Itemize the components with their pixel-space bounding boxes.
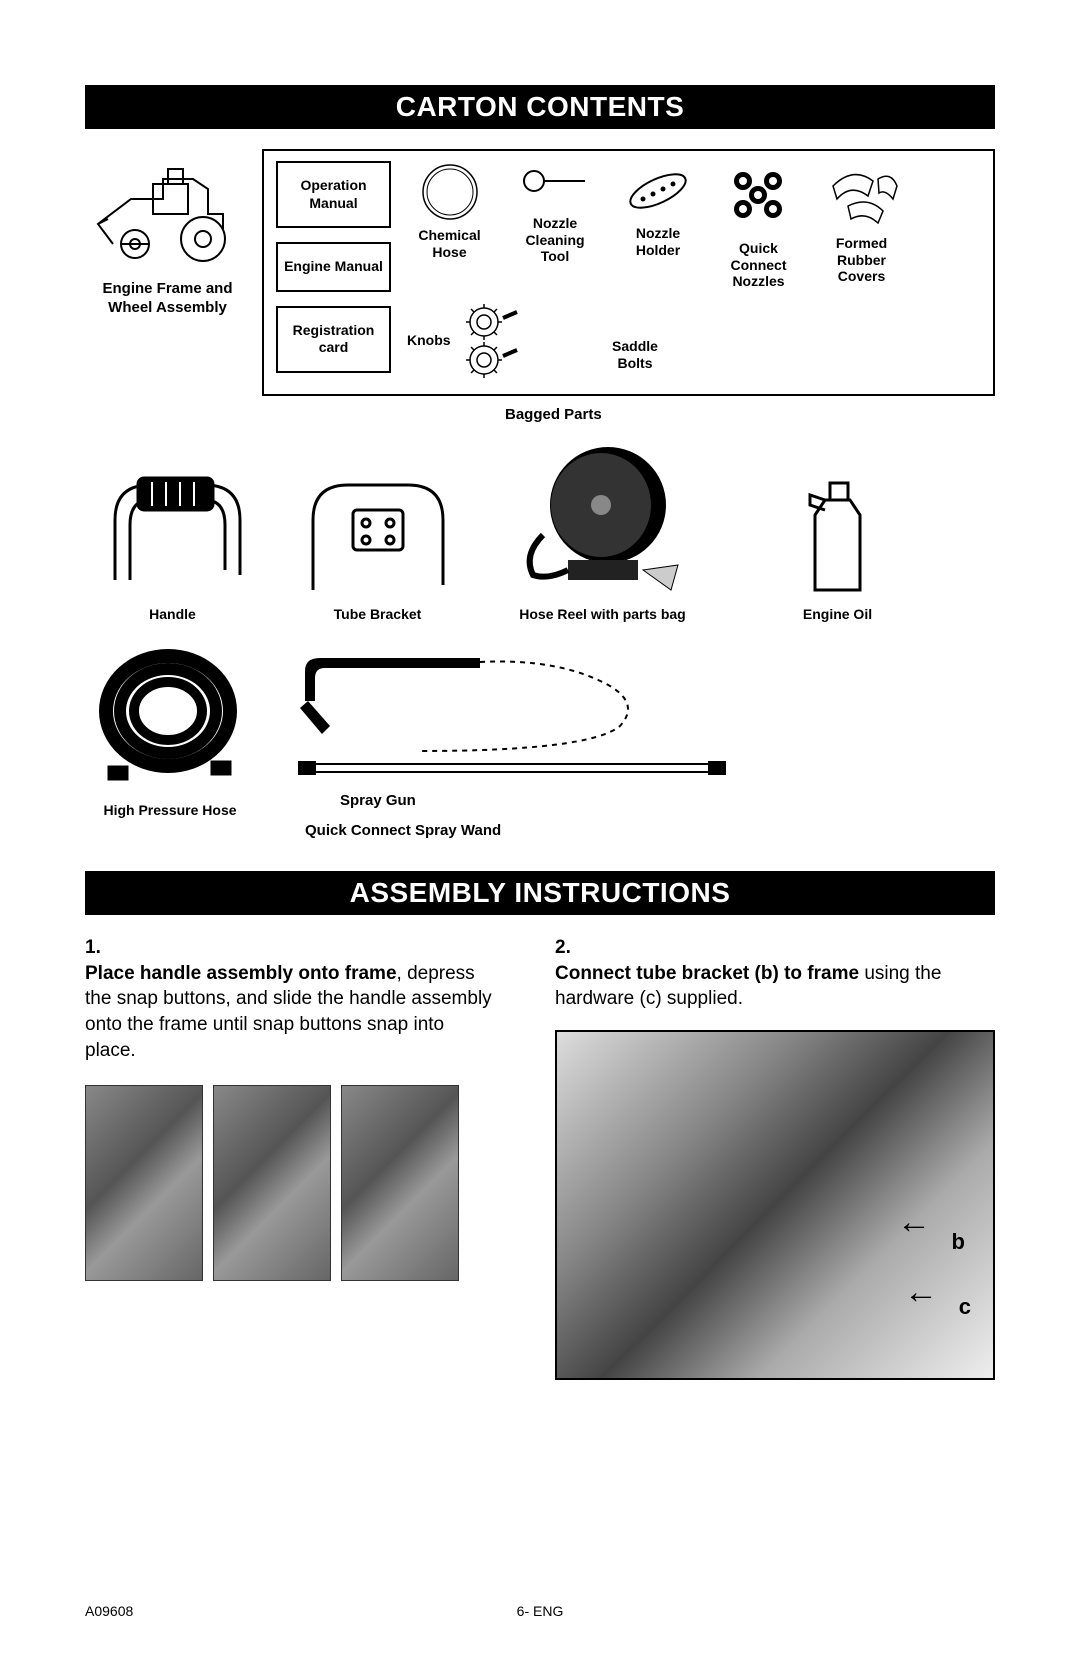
engine-oil-item: Engine Oil [780, 475, 895, 624]
handle-icon [90, 460, 255, 595]
rubber-covers-icon [823, 161, 901, 231]
footer-doc-id: A09608 [85, 1603, 133, 1619]
engine-manual-box: Engine Manual [276, 242, 391, 292]
step1-photos [85, 1085, 525, 1281]
step2-num: 2. [555, 935, 583, 961]
nozzle-tool-icon [520, 161, 590, 211]
callout-c: c [959, 1292, 971, 1322]
contents-row1: Engine Frame and Wheel Assembly Operatio… [85, 149, 995, 396]
tube-bracket-icon [298, 465, 458, 595]
bagged-parts-box: Operation Manual Engine Manual Registrat… [262, 149, 995, 396]
engine-frame-item: Engine Frame and Wheel Assembly [85, 149, 250, 318]
rubber-covers-item: Formed Rubber Covers [819, 161, 904, 285]
bagged-items-grid: Chemical Hose Nozzle Cleaning Tool Nozzl… [407, 161, 981, 380]
tube-bracket-label: Tube Bracket [290, 606, 465, 624]
knobs-label: Knobs [407, 332, 451, 349]
quick-nozzles-icon [721, 161, 796, 236]
row3: High Pressure Hose Spray Gun Quick Conne… [85, 646, 995, 842]
chemical-hose-label: Chemical Hose [407, 227, 492, 261]
arrow-c: ← [904, 1270, 938, 1316]
rubber-covers-label: Formed Rubber Covers [819, 235, 904, 285]
saddle-bolts-label: Saddle Bolts [595, 338, 675, 372]
nozzle-holder-icon [623, 161, 693, 221]
bagged-parts-title: Bagged Parts [85, 406, 995, 423]
spray-gun-wand-icon [280, 646, 750, 781]
knobs-icon [459, 300, 559, 380]
handle-item: Handle [85, 460, 260, 624]
engine-oil-icon [795, 475, 880, 595]
step2-bold: Connect tube bracket (b) to frame [555, 963, 859, 984]
assembly-instructions-header: ASSEMBLY INSTRUCTIONS [85, 871, 995, 915]
knobs-item: Knobs [407, 300, 577, 380]
step1-photo-2 [213, 1085, 331, 1281]
engine-frame-label: Engine Frame and Wheel Assembly [85, 280, 250, 318]
nozzle-tool-item: Nozzle Cleaning Tool [510, 161, 600, 265]
nozzle-holder-item: Nozzle Holder [618, 161, 698, 258]
nozzle-tool-label: Nozzle Cleaning Tool [510, 215, 600, 265]
quick-nozzles-item: Quick Connect Nozzles [716, 161, 801, 290]
assembly-body: 1. Place handle assembly onto frame, dep… [85, 935, 995, 1380]
quick-nozzles-label: Quick Connect Nozzles [716, 240, 801, 290]
step1-num: 1. [85, 935, 113, 961]
saddle-bolts-item: Saddle Bolts [595, 338, 675, 372]
step1-photo-3 [341, 1085, 459, 1281]
step2-column: 2. Connect tube bracket (b) to frame usi… [555, 935, 995, 1380]
carton-contents-header: CARTON CONTENTS [85, 85, 995, 129]
spray-gun-label: Spray Gun [340, 792, 416, 811]
chemical-hose-item: Chemical Hose [407, 161, 492, 260]
step1-bold: Place handle assembly onto frame [85, 963, 397, 984]
hose-reel-label: Hose Reel with parts bag [495, 606, 710, 624]
chemical-hose-icon [419, 161, 481, 223]
engine-oil-label: Engine Oil [780, 606, 895, 624]
tube-bracket-item: Tube Bracket [290, 465, 465, 624]
step2-text: 2. Connect tube bracket (b) to frame usi… [555, 935, 995, 1012]
spray-wand-label: Quick Connect Spray Wand [305, 822, 995, 841]
engine-frame-icon [93, 149, 243, 269]
operation-manual-box: Operation Manual [276, 161, 391, 228]
spray-gun-wand-group: Spray Gun Quick Connect Spray Wand [280, 646, 995, 842]
hp-hose-item: High Pressure Hose [85, 646, 255, 820]
hp-hose-icon [93, 646, 248, 791]
nozzle-holder-label: Nozzle Holder [618, 225, 698, 259]
registration-card-box: Registration card [276, 306, 391, 373]
step1-photo-1 [85, 1085, 203, 1281]
footer-page-num: 6- ENG [517, 1603, 564, 1619]
hose-reel-item: Hose Reel with parts bag [495, 435, 710, 624]
page-footer: A09608 6- ENG [85, 1603, 995, 1619]
hose-reel-icon [513, 435, 693, 595]
callout-b: b [952, 1227, 965, 1257]
row2: Handle Tube Bracket Hose Reel with parts… [85, 435, 995, 624]
documents-column: Operation Manual Engine Manual Registrat… [276, 161, 391, 380]
step2-photo: ← b ← c [555, 1030, 995, 1380]
arrow-b: ← [897, 1200, 931, 1246]
step1-text: 1. Place handle assembly onto frame, dep… [85, 935, 525, 1063]
hp-hose-label: High Pressure Hose [85, 802, 255, 820]
step1-column: 1. Place handle assembly onto frame, dep… [85, 935, 525, 1380]
handle-label: Handle [85, 606, 260, 624]
